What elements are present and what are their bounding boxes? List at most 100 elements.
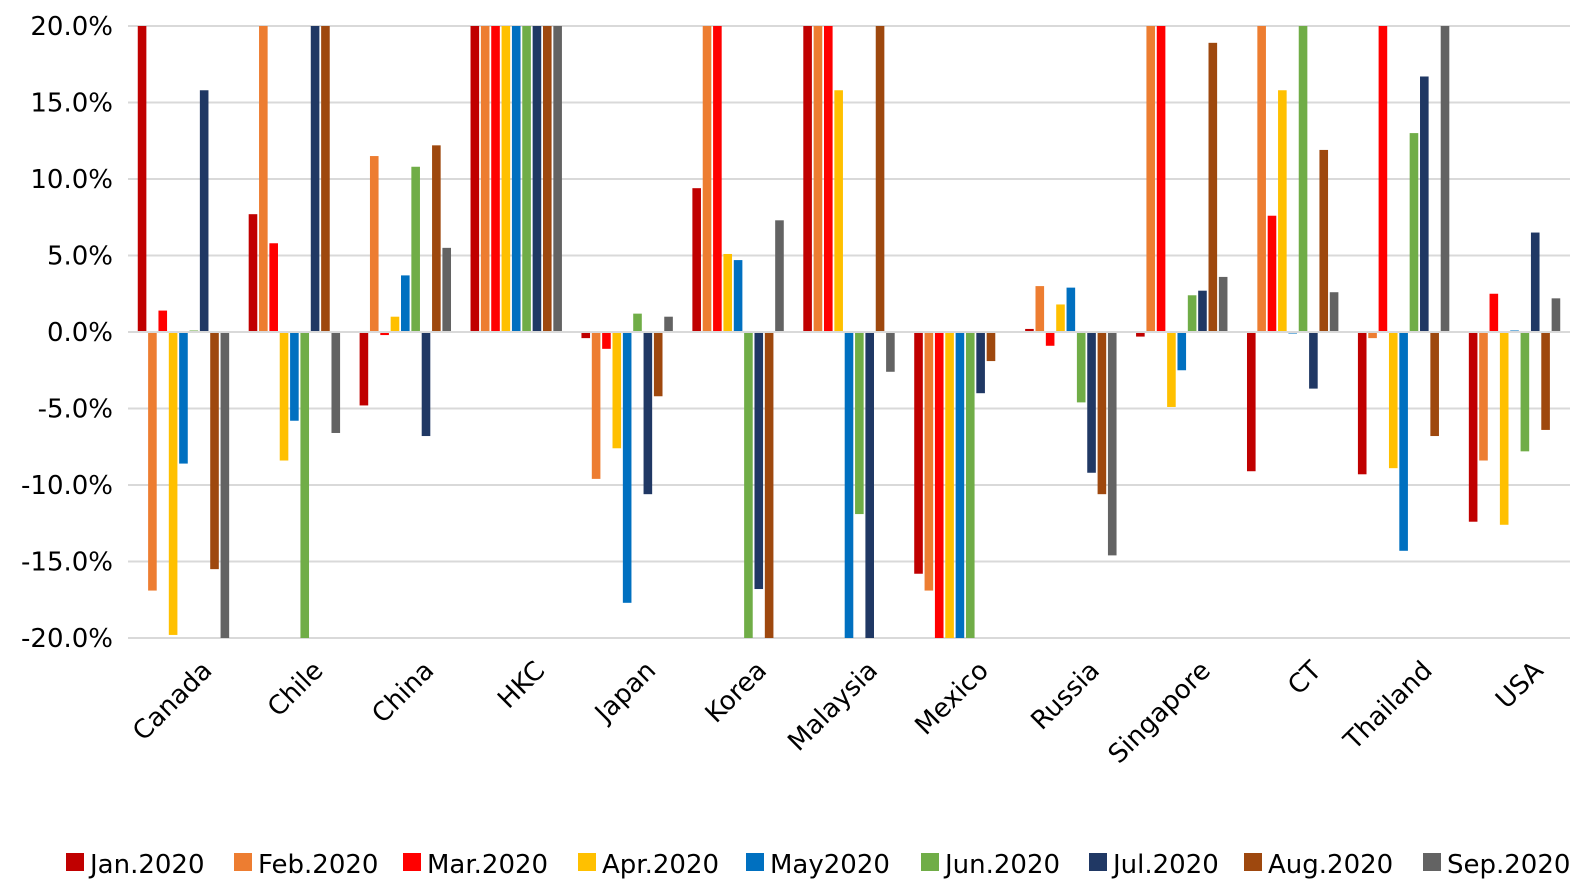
bar-china-8 [442, 247, 452, 332]
x-category-label: Singapore [1103, 656, 1217, 770]
bar-mexico-5 [965, 332, 975, 638]
bar-china-6 [421, 332, 431, 437]
bar-mexico-4 [955, 332, 965, 638]
bar-thailand-1 [1368, 332, 1377, 339]
bar-russia-7 [1097, 332, 1107, 495]
bar-russia-8 [1107, 332, 1117, 556]
bar-russia-3 [1056, 304, 1065, 332]
bar-japan-0 [581, 332, 591, 339]
x-category-label: Malaysia [782, 656, 884, 758]
bar-singapore-6 [1198, 290, 1207, 332]
y-tick-label: 15.0% [30, 89, 113, 119]
x-category-label: Thailand [1338, 656, 1439, 757]
legend-swatch [746, 853, 764, 871]
bar-singapore-0 [1136, 332, 1145, 337]
bar-singapore-8 [1218, 276, 1228, 332]
bar-hkc-0 [470, 26, 480, 332]
bar-mexico-7 [986, 332, 996, 362]
bar-malaysia-4 [844, 332, 854, 638]
x-category-label: CT [1282, 656, 1327, 701]
bar-japan-7 [653, 332, 663, 397]
bar-usa-5 [1520, 332, 1530, 452]
bar-china-3 [390, 316, 400, 332]
bar-china-4 [401, 275, 410, 332]
legend-label: Aug.2020 [1268, 850, 1393, 880]
bar-ct-3 [1278, 90, 1287, 332]
bar-mexico-0 [914, 332, 923, 574]
bar-chile-1 [259, 26, 268, 332]
bar-canada-4 [179, 332, 188, 464]
x-category-label: Korea [700, 656, 773, 729]
bar-korea-7 [764, 332, 774, 638]
y-tick-label: 20.0% [30, 12, 113, 42]
bar-malaysia-5 [855, 332, 864, 515]
bar-chile-4 [290, 332, 299, 421]
bar-russia-6 [1087, 332, 1096, 473]
bar-usa-6 [1530, 232, 1540, 332]
bar-mexico-6 [976, 332, 985, 394]
bar-korea-2 [713, 26, 722, 332]
legend-swatch [578, 853, 596, 871]
y-tick-label: -15.0% [21, 548, 113, 578]
bar-usa-0 [1468, 332, 1478, 522]
bar-hkc-1 [480, 26, 490, 332]
bar-singapore-3 [1167, 332, 1176, 407]
legend-label: May2020 [770, 850, 890, 880]
bar-malaysia-1 [813, 26, 823, 332]
legend-label: Feb.2020 [258, 850, 378, 880]
legend-swatch [66, 853, 84, 871]
bar-ct-1 [1257, 26, 1266, 332]
legend-swatch [1244, 853, 1262, 871]
bar-china-0 [359, 332, 369, 406]
bar-canada-8 [220, 332, 230, 638]
x-category-label: Japan [588, 656, 662, 730]
bar-russia-2 [1045, 332, 1055, 346]
bar-chile-6 [310, 26, 320, 332]
bar-ct-0 [1246, 332, 1256, 472]
bar-japan-1 [591, 332, 601, 479]
bar-ct-8 [1329, 292, 1339, 332]
legend-label: Mar.2020 [427, 850, 548, 880]
bar-chile-7 [321, 26, 330, 332]
bar-korea-6 [754, 332, 764, 590]
bar-singapore-2 [1156, 26, 1166, 332]
y-tick-label: -5.0% [38, 395, 113, 425]
bar-usa-8 [1551, 298, 1561, 332]
x-category-label: Chile [262, 656, 329, 723]
bar-korea-1 [702, 26, 712, 332]
bar-hkc-7 [542, 26, 552, 332]
bar-malaysia-7 [875, 26, 885, 332]
bar-canada-2 [158, 310, 168, 332]
bar-thailand-2 [1378, 26, 1388, 332]
y-tick-label: 5.0% [47, 242, 113, 272]
bar-usa-2 [1489, 293, 1499, 332]
bar-hkc-2 [491, 26, 500, 332]
x-category-label: Russia [1025, 656, 1105, 736]
bar-canada-1 [148, 332, 157, 591]
y-tick-label: 0.0% [47, 318, 113, 348]
legend-label: Jan.2020 [88, 850, 205, 880]
bars [137, 26, 1561, 638]
bar-malaysia-8 [886, 332, 895, 372]
y-tick-label: -20.0% [21, 624, 113, 654]
x-category-label: China [367, 656, 441, 730]
bar-russia-0 [1025, 328, 1034, 332]
legend: Jan.2020 Feb.2020 Mar.2020 Apr.2020 May2020 J… [66, 850, 1570, 880]
bar-korea-8 [775, 220, 784, 332]
bar-ct-6 [1309, 332, 1318, 389]
bar-thailand-3 [1388, 332, 1398, 469]
bar-mexico-3 [945, 332, 954, 638]
legend-label: Jul.2020 [1111, 850, 1219, 880]
legend-swatch [1089, 853, 1107, 871]
bar-chile-8 [331, 332, 341, 433]
bar-singapore-1 [1146, 26, 1156, 332]
legend-label: Jun.2020 [943, 850, 1060, 880]
x-category-label: Mexico [909, 656, 994, 741]
bar-china-1 [369, 156, 379, 332]
bar-hkc-6 [532, 26, 542, 332]
bar-usa-7 [1541, 332, 1550, 430]
legend-label: Apr.2020 [602, 850, 719, 880]
bar-thailand-6 [1420, 76, 1429, 333]
x-axis-category-labels: Canada Chile China HKC Japan Korea Malaysia Mex… [127, 656, 1549, 770]
